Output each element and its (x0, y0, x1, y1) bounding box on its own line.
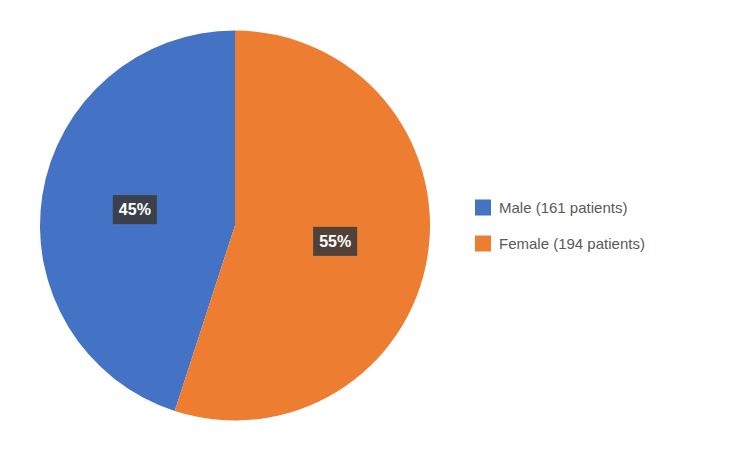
legend-swatch (475, 236, 491, 252)
slice (175, 31, 430, 421)
legend-item: Male (161 patients) (475, 199, 627, 216)
legend-swatch (475, 200, 491, 216)
data-label-background (313, 227, 357, 256)
data-label: 45% (119, 201, 151, 218)
data-label-group: 45% (113, 195, 157, 224)
legend-label: Female (194 patients) (499, 235, 645, 252)
pie (40, 31, 430, 421)
legend-label: Male (161 patients) (499, 199, 627, 216)
data-label-background (113, 195, 157, 224)
data-label: 55% (319, 233, 351, 250)
data-labels: 45% 55% (113, 195, 357, 256)
legend-item: Female (194 patients) (475, 235, 645, 252)
data-label-group: 55% (313, 227, 357, 256)
chart: 45% 55% Male (161 patients) Female (194 pat… (0, 0, 752, 451)
legend: Male (161 patients) Female (194 patients) (475, 199, 645, 252)
